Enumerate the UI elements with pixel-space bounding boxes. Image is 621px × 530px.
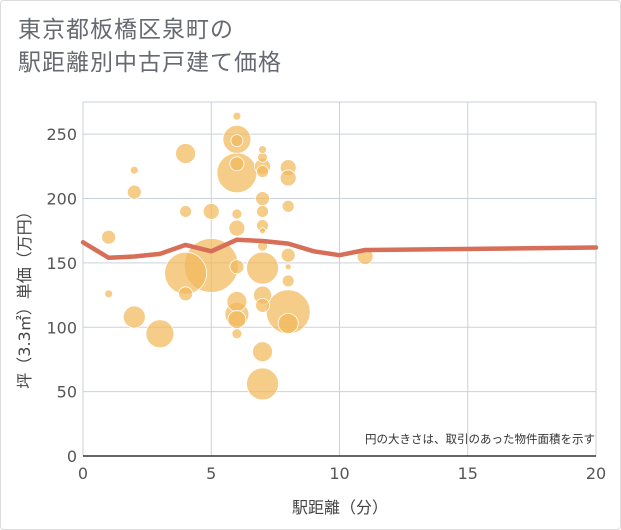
bubble-point bbox=[230, 134, 244, 148]
bubble-point bbox=[227, 310, 247, 329]
x-tick-label: 5 bbox=[206, 464, 216, 483]
bubble-point bbox=[122, 305, 146, 329]
y-tick-label: 100 bbox=[46, 318, 77, 337]
y-axis-label: 坪（3.3㎡）単価（万円） bbox=[15, 203, 34, 388]
bubble-point bbox=[281, 274, 295, 288]
x-tick-label: 20 bbox=[586, 464, 606, 483]
bubble-point bbox=[281, 199, 295, 213]
y-tick-label: 200 bbox=[46, 190, 77, 209]
bubble-point bbox=[175, 143, 197, 164]
bubble-point bbox=[246, 367, 279, 401]
bubble-point bbox=[231, 328, 243, 340]
bubble-point bbox=[228, 219, 246, 237]
bubble-point bbox=[229, 156, 245, 172]
bubble-point bbox=[284, 263, 292, 271]
bubble-point bbox=[179, 205, 193, 218]
bubble-point bbox=[126, 184, 142, 200]
bubble-point bbox=[280, 247, 296, 263]
average-line-series bbox=[80, 237, 599, 261]
y-tick-label: 50 bbox=[57, 383, 77, 402]
y-tick-label: 150 bbox=[46, 254, 77, 273]
bubble-point bbox=[252, 341, 273, 363]
bubble-point bbox=[231, 208, 243, 220]
tick-labels: 0 50 100 150 200 250 0 5 10 15 20 bbox=[46, 125, 606, 483]
bubble-point bbox=[246, 251, 279, 285]
bubble-point bbox=[229, 259, 245, 275]
bubble-point bbox=[259, 227, 266, 235]
x-axis-label: 駅距離（分） bbox=[292, 498, 388, 517]
x-tick-label: 10 bbox=[329, 464, 349, 483]
chart-title-line-2: 駅距離別中古戸建て価格 bbox=[18, 50, 282, 76]
bubble-size-note: 円の大きさは、取引のあった物件面積を示す bbox=[365, 432, 595, 446]
x-tick-label: 15 bbox=[458, 464, 478, 483]
chart-title-line-1: 東京都板橋区泉町の bbox=[18, 17, 234, 43]
bubble-point bbox=[145, 319, 175, 349]
bubble-point bbox=[277, 313, 299, 334]
bubble-point bbox=[256, 205, 269, 218]
chart-title: 東京都板橋区泉町の 駅距離別中古戸建て価格 bbox=[18, 14, 282, 80]
grid-lines bbox=[82, 101, 597, 457]
bubble-point bbox=[255, 297, 270, 313]
bubble-point bbox=[255, 191, 270, 206]
y-tick-label: 0 bbox=[67, 447, 77, 466]
bubble-point bbox=[178, 286, 194, 302]
bubble-point bbox=[256, 165, 269, 178]
bubble-point bbox=[129, 165, 139, 175]
bubble-point bbox=[232, 111, 242, 121]
x-tick-label: 0 bbox=[78, 464, 88, 483]
bubble-point bbox=[258, 145, 267, 155]
y-tick-label: 250 bbox=[46, 125, 77, 144]
bubble-point bbox=[279, 169, 297, 187]
bubble-point bbox=[202, 203, 220, 220]
bubble-series bbox=[101, 111, 374, 401]
average-price-line bbox=[80, 237, 599, 261]
bubble-point bbox=[104, 289, 114, 299]
bubble-point bbox=[101, 229, 117, 245]
bubble-point bbox=[226, 291, 248, 312]
